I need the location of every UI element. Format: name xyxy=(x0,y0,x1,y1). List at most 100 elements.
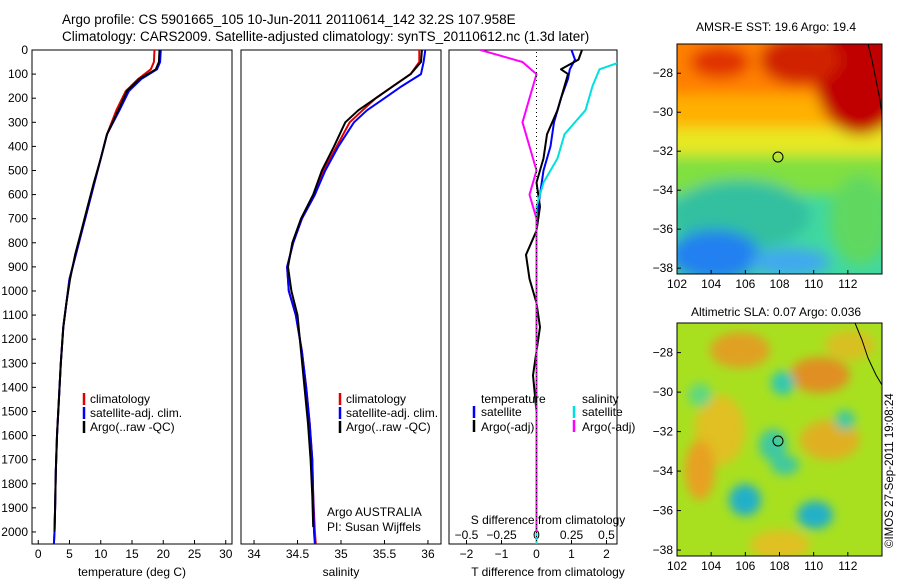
lat-tick-label: −30 xyxy=(653,105,674,119)
sst-red-patch xyxy=(690,46,750,78)
lat-tick-label: −36 xyxy=(653,222,674,236)
temperature-axis-label: temperature (deg C) xyxy=(78,565,186,579)
x-tick-label: 10 xyxy=(94,547,108,561)
lat-tick-label: −28 xyxy=(653,66,674,80)
depth-tick-label: 400 xyxy=(8,139,28,153)
legend-header-temperature: temperature xyxy=(481,392,546,406)
sla-low-2 xyxy=(759,429,787,461)
difference-profile-lines xyxy=(480,50,617,544)
legend-label-salinity-satellite: satellite xyxy=(582,405,623,419)
lon-tick-label: 108 xyxy=(769,559,789,573)
x-tick-label: 1 xyxy=(568,547,575,561)
x-tick-label: 5 xyxy=(66,547,73,561)
lat-tick-label: −38 xyxy=(653,261,674,275)
lat-tick-label: −34 xyxy=(653,464,674,478)
lon-tick-label: 108 xyxy=(769,277,789,291)
x-tick-label: 34 xyxy=(247,547,261,561)
salinity-axis-label: salinity xyxy=(323,565,360,579)
legend-label-satellite: satellite-adj. clim. xyxy=(346,406,438,420)
depth-tick-label: 1900 xyxy=(1,501,28,515)
sla-low-7 xyxy=(688,383,712,407)
sla-map-title: Altimetric SLA: 0.07 Argo: 0.036 xyxy=(691,305,861,319)
legend-label-argo: Argo(..raw -QC) xyxy=(90,420,175,434)
x-tick-label: 0 xyxy=(533,547,540,561)
sla-low-4 xyxy=(729,484,761,516)
x-tick-label: 35.5 xyxy=(373,547,397,561)
lat-tick-label: −38 xyxy=(653,543,674,557)
legend-label-argo: Argo(-adj) xyxy=(481,420,534,434)
legend-header-salinity: salinity xyxy=(582,392,619,406)
lon-tick-label: 112 xyxy=(838,277,857,291)
sla-low-6 xyxy=(835,410,855,430)
depth-tick-label: 900 xyxy=(8,260,28,274)
temperature-panel: 0100200300400500600700800900100011001200… xyxy=(1,43,232,579)
s-diff-tick-label: −0.25 xyxy=(486,528,517,542)
climatology-title: Climatology: CARS2009. Satellite-adjuste… xyxy=(62,29,590,44)
series-line-salinity-argo-adj- xyxy=(480,50,538,532)
lon-tick-label: 104 xyxy=(701,277,721,291)
legend-label-satellite: satellite xyxy=(481,405,522,419)
depth-tick-label: 1600 xyxy=(1,429,28,443)
sst-map-ticks: 102 104 106 108 110 112 −28 −30 −32 −34 −36 −38 xyxy=(653,66,858,291)
depth-tick-label: 1300 xyxy=(1,356,28,370)
series-line-argo-raw-qc- xyxy=(53,50,161,533)
sla-map-panel: Altimetric SLA: 0.07 Argo: 0.036 xyxy=(653,305,883,573)
sst-yellow-band xyxy=(677,128,882,158)
pi-annotation: PI: Susan Wijffels xyxy=(327,520,421,534)
series-line-climatology xyxy=(52,50,156,544)
x-tick-label: 15 xyxy=(125,547,139,561)
x-tick-label: −2 xyxy=(460,547,474,561)
depth-tick-label: 1200 xyxy=(1,332,28,346)
depth-tick-label: 1700 xyxy=(1,453,28,467)
legend-label-argo: Argo(..raw -QC) xyxy=(346,420,431,434)
depth-tick-label: 800 xyxy=(8,236,28,250)
copyright-timestamp: ©IMOS 27-Sep-2011 19:08:24 xyxy=(884,393,896,548)
salinity-panel: 34 34.5 35 35.5 36 salinity climatology sate… xyxy=(240,49,442,579)
sla-high-2 xyxy=(790,357,850,393)
lon-tick-label: 106 xyxy=(735,559,755,573)
sla-coastline xyxy=(854,323,882,386)
sla-high-6 xyxy=(685,440,715,500)
lon-tick-label: 110 xyxy=(804,559,823,573)
sst-argo-marker xyxy=(772,151,784,163)
depth-tick-label: 600 xyxy=(8,188,28,202)
salinity-profile-lines xyxy=(286,50,427,544)
s-difference-axis-label: S difference from climatology xyxy=(471,513,626,527)
series-line-satellite-adj-clim- xyxy=(52,50,162,544)
x-tick-label: 35 xyxy=(334,547,348,561)
sla-high-3 xyxy=(825,330,875,360)
sla-low-1 xyxy=(771,371,795,395)
s-difference-tick-labels: −0.5 −0.25 0 0.25 0.5 xyxy=(455,528,615,544)
lat-tick-label: −34 xyxy=(653,183,674,197)
depth-tick-label: 0 xyxy=(21,43,28,57)
series-line-satellite xyxy=(535,50,576,544)
lon-tick-label: 112 xyxy=(838,559,857,573)
legend-label-satellite: satellite-adj. clim. xyxy=(90,406,182,420)
depth-tick-label: 2000 xyxy=(1,525,28,539)
temperature-legend: climatology satellite-adj. clim. Argo(..… xyxy=(82,392,182,434)
depth-tick-label: 1000 xyxy=(1,284,28,298)
sla-field xyxy=(677,323,882,556)
depth-tick-label: 1500 xyxy=(1,404,28,418)
legend-label-salinity-argo: Argo(-adj) xyxy=(582,420,635,434)
depth-tick-label: 1800 xyxy=(1,477,28,491)
profile-title: Argo profile: CS 5901665_105 10-Jun-2011… xyxy=(62,12,516,27)
t-difference-axis-label: T difference from climatology xyxy=(471,565,625,579)
sla-low-5 xyxy=(797,501,833,529)
difference-axes-frame xyxy=(448,49,618,545)
temperature-profile-lines xyxy=(52,50,162,544)
sst-map-title: AMSR-E SST: 19.6 Argo: 19.4 xyxy=(696,20,856,34)
salinity-axes-frame xyxy=(240,49,442,545)
depth-tick-label: 1100 xyxy=(2,308,28,322)
sla-high-1 xyxy=(710,332,770,368)
lat-tick-label: −30 xyxy=(653,385,674,399)
legend-label-climatology: climatology xyxy=(346,392,406,406)
sst-green-east xyxy=(830,175,882,265)
x-tick-label: 2 xyxy=(603,547,610,561)
lon-tick-label: 102 xyxy=(667,559,687,573)
lat-tick-label: −28 xyxy=(653,346,674,360)
lat-tick-label: −32 xyxy=(653,144,674,158)
sst-hot-core-2 xyxy=(760,44,840,85)
t-difference-tick-labels: −2 −1 0 1 2 xyxy=(460,540,610,561)
sla-argo-marker xyxy=(772,435,784,447)
